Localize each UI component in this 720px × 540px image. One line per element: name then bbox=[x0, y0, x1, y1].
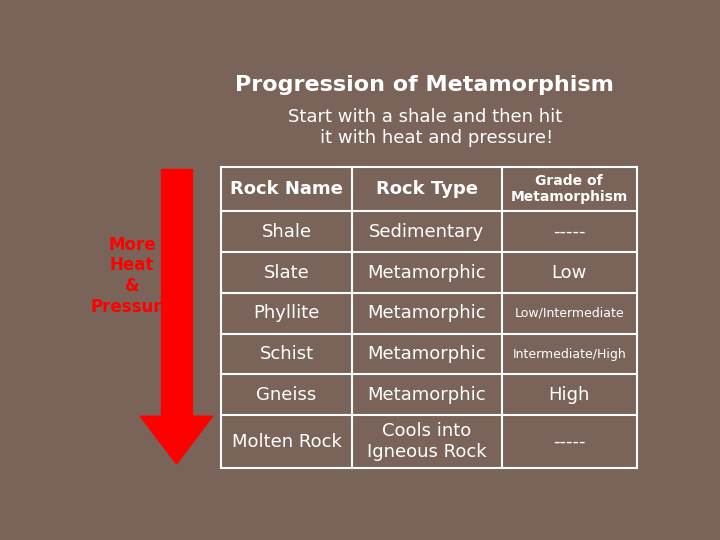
Text: Shale: Shale bbox=[261, 223, 312, 241]
Text: Cools into
Igneous Rock: Cools into Igneous Rock bbox=[367, 422, 487, 461]
Text: Metamorphic: Metamorphic bbox=[368, 345, 486, 363]
Text: Gneiss: Gneiss bbox=[256, 386, 317, 404]
Text: -----: ----- bbox=[553, 223, 585, 241]
Text: Sedimentary: Sedimentary bbox=[369, 223, 485, 241]
Polygon shape bbox=[140, 416, 213, 464]
Text: Rock Type: Rock Type bbox=[376, 180, 478, 198]
Text: Molten Rock: Molten Rock bbox=[232, 433, 341, 451]
Text: Grade of
Metamorphism: Grade of Metamorphism bbox=[510, 174, 628, 204]
Text: Metamorphic: Metamorphic bbox=[368, 264, 486, 281]
Text: High: High bbox=[549, 386, 590, 404]
Text: Phyllite: Phyllite bbox=[253, 305, 320, 322]
Text: Progression of Metamorphism: Progression of Metamorphism bbox=[235, 75, 614, 95]
Text: -----: ----- bbox=[553, 433, 585, 451]
Text: More
Heat
&
Pressure: More Heat & Pressure bbox=[91, 235, 174, 316]
Text: Start with a shale and then hit
    it with heat and pressure!: Start with a shale and then hit it with … bbox=[288, 109, 562, 147]
Text: Rock Name: Rock Name bbox=[230, 180, 343, 198]
Text: Slate: Slate bbox=[264, 264, 310, 281]
Text: Metamorphic: Metamorphic bbox=[368, 305, 486, 322]
Text: Low: Low bbox=[552, 264, 587, 281]
Text: Intermediate/High: Intermediate/High bbox=[513, 348, 626, 361]
Polygon shape bbox=[161, 168, 192, 416]
Text: Low/Intermediate: Low/Intermediate bbox=[515, 307, 624, 320]
Text: Schist: Schist bbox=[259, 345, 314, 363]
Text: Metamorphic: Metamorphic bbox=[368, 386, 486, 404]
